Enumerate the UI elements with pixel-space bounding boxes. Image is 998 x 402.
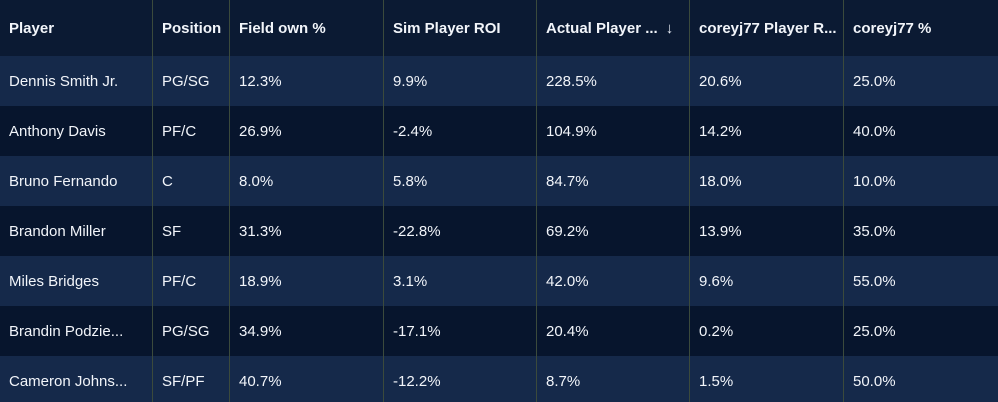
cell-position: PF/C xyxy=(153,106,230,156)
table-row[interactable]: Brandon Miller SF 31.3% -22.8% 69.2% 13.9% 35.… xyxy=(0,206,998,256)
cell-actual-roi: 42.0% xyxy=(537,256,690,306)
cell-player: Anthony Davis xyxy=(0,106,153,156)
table-row[interactable]: Cameron Johns... SF/PF 40.7% -12.2% 8.7% 1.5%… xyxy=(0,356,998,402)
cell-player: Dennis Smith Jr. xyxy=(0,56,153,106)
cell-sim-roi: -17.1% xyxy=(384,306,537,356)
cell-actual-roi: 104.9% xyxy=(537,106,690,156)
cell-actual-roi: 228.5% xyxy=(537,56,690,106)
cell-user-pct: 10.0% xyxy=(853,172,896,190)
cell-user-pct: 35.0% xyxy=(853,222,896,240)
cell-user-pct: 50.0% xyxy=(853,372,896,390)
column-header-actual-roi[interactable]: Actual Player ... ↓ xyxy=(537,0,690,56)
cell-sim-roi: -12.2% xyxy=(384,356,537,402)
column-header-label: Field own % xyxy=(239,19,326,37)
cell-player: Brandin Podzie... xyxy=(0,306,153,356)
column-header-label: Position xyxy=(162,19,222,37)
table-row[interactable]: Anthony Davis PF/C 26.9% -2.4% 104.9% 14.2% 40… xyxy=(0,106,998,156)
table-body: Dennis Smith Jr. PG/SG 12.3% 9.9% 228.5% 20.6… xyxy=(0,56,998,402)
cell-actual-roi: 20.4% xyxy=(537,306,690,356)
cell-actual-roi: 8.7% xyxy=(537,356,690,402)
cell-sim-roi: -2.4% xyxy=(384,106,537,156)
cell-sim-roi: 9.9% xyxy=(384,56,537,106)
column-header-player[interactable]: Player xyxy=(0,0,153,56)
cell-position: PG/SG xyxy=(153,306,230,356)
column-header-label: Actual Player ... xyxy=(546,19,658,37)
column-header-position[interactable]: Position xyxy=(153,0,230,56)
column-header-user-pct[interactable]: coreyj77 % xyxy=(844,0,998,56)
cell-user-pct: 25.0% xyxy=(853,72,896,90)
cell-sim-roi: 3.1% xyxy=(384,256,537,306)
table-row[interactable]: Miles Bridges PF/C 18.9% 3.1% 42.0% 9.6% 55.0% xyxy=(0,256,998,306)
cell-player: Brandon Miller xyxy=(0,206,153,256)
cell-field-own: 26.9% xyxy=(230,106,384,156)
table-header-row: Player Position Field own % Sim Player R… xyxy=(0,0,998,56)
cell-field-own: 12.3% xyxy=(230,56,384,106)
cell-user-roi: 20.6% xyxy=(690,56,844,106)
cell-actual-roi: 69.2% xyxy=(537,206,690,256)
cell-user-pct: 25.0% xyxy=(853,322,896,340)
cell-position: PF/C xyxy=(153,256,230,306)
cell-position: C xyxy=(153,156,230,206)
cell-user-roi: 13.9% xyxy=(690,206,844,256)
table-row[interactable]: Bruno Fernando C 8.0% 5.8% 84.7% 18.0% 10.0% xyxy=(0,156,998,206)
cell-sim-roi: -22.8% xyxy=(384,206,537,256)
cell-position: SF xyxy=(153,206,230,256)
column-header-sim-roi[interactable]: Sim Player ROI xyxy=(384,0,537,56)
cell-user-pct: 40.0% xyxy=(853,122,896,140)
cell-user-roi: 1.5% xyxy=(690,356,844,402)
cell-field-own: 31.3% xyxy=(230,206,384,256)
cell-player: Cameron Johns... xyxy=(0,356,153,402)
cell-sim-roi: 5.8% xyxy=(384,156,537,206)
column-header-user-roi[interactable]: coreyj77 Player R... xyxy=(690,0,844,56)
cell-position: SF/PF xyxy=(153,356,230,402)
cell-user-roi: 9.6% xyxy=(690,256,844,306)
cell-user-roi: 0.2% xyxy=(690,306,844,356)
table-row[interactable]: Dennis Smith Jr. PG/SG 12.3% 9.9% 228.5% 20.6… xyxy=(0,56,998,106)
cell-field-own: 18.9% xyxy=(230,256,384,306)
cell-field-own: 8.0% xyxy=(230,156,384,206)
column-header-field-own[interactable]: Field own % xyxy=(230,0,384,56)
cell-user-pct: 55.0% xyxy=(853,272,896,290)
cell-actual-roi: 84.7% xyxy=(537,156,690,206)
cell-player: Bruno Fernando xyxy=(0,156,153,206)
column-header-label: Sim Player ROI xyxy=(393,19,501,37)
cell-user-roi: 14.2% xyxy=(690,106,844,156)
arrow-down-icon[interactable]: ↓ xyxy=(665,19,674,37)
cell-player: Miles Bridges xyxy=(0,256,153,306)
cell-position: PG/SG xyxy=(153,56,230,106)
cell-field-own: 34.9% xyxy=(230,306,384,356)
column-header-label: coreyj77 % xyxy=(853,19,932,37)
column-header-label: coreyj77 Player R... xyxy=(699,19,837,37)
column-header-label: Player xyxy=(9,19,55,37)
table-row[interactable]: Brandin Podzie... PG/SG 34.9% -17.1% 20.4% 0.… xyxy=(0,306,998,356)
cell-field-own: 40.7% xyxy=(230,356,384,402)
cell-user-roi: 18.0% xyxy=(690,156,844,206)
